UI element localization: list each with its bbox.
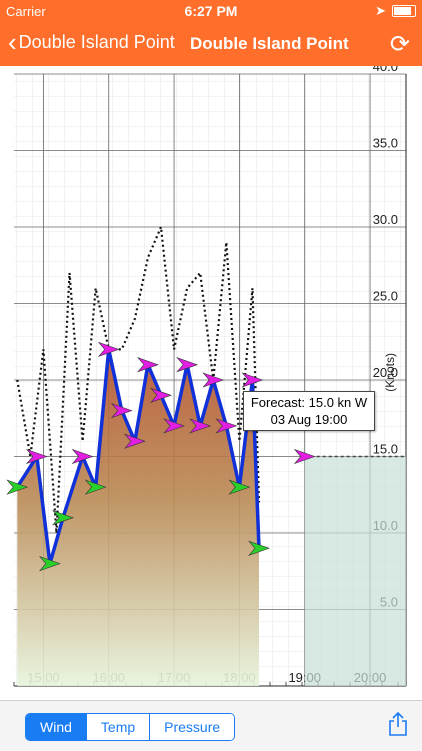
forecast-area [304,456,406,686]
wind-direction-arrow [110,402,133,419]
wind-direction-arrow [202,372,225,388]
wind-direction-arrow [6,479,29,495]
metric-segmented-control: Wind Temp Pressure [25,713,236,741]
battery-icon [392,5,416,17]
wind-direction-arrow [241,372,264,388]
status-bar: Carrier 6:27 PM ➤ [0,0,422,22]
y-axis-label: (Knots) [383,353,397,392]
wind-direction-arrow [215,418,238,434]
wind-direction-arrow [163,418,185,434]
back-button[interactable]: ‹ Double Island Point [8,27,175,57]
forecast-direction-arrow [293,448,316,465]
y-tick-label: 20.0 [373,365,398,380]
chevron-left-icon: ‹ [8,27,17,57]
tooltip-line2: 03 Aug 19:00 [270,412,348,427]
wind-direction-arrow [52,510,74,526]
back-label: Double Island Point [18,31,175,52]
y-tick-label: 30.0 [373,212,398,227]
wind-chart[interactable]: 5.010.015.020.025.030.035.040.015:0016:0… [0,59,422,700]
wind-direction-arrow [123,433,146,449]
tab-pressure[interactable]: Pressure [150,714,235,740]
refresh-icon[interactable]: ⟳ [389,31,410,58]
wind-direction-arrow [25,448,48,465]
wind-direction-arrow [176,357,199,373]
wind-direction-arrow [71,448,94,465]
y-tick-label: 15.0 [373,442,398,457]
share-icon[interactable] [388,711,408,742]
wind-direction-arrow [228,479,251,495]
status-right: ➤ [375,3,416,19]
wind-direction-arrow [189,418,212,434]
clock: 6:27 PM [184,3,238,19]
gust-line [16,222,261,534]
wind-area [17,349,260,686]
forecast-tooltip: Forecast: 15.0 kn W 03 Aug 19:00 [243,391,375,431]
wind-direction-arrow [84,479,107,495]
tab-wind[interactable]: Wind [26,714,87,740]
wind-direction-arrow [150,387,172,403]
location-icon: ➤ [375,3,386,18]
wind-direction-arrow [97,341,120,358]
wind-direction-arrow [248,540,270,556]
chart-svg: 5.010.015.020.025.030.035.040.015:0016:0… [6,59,407,687]
y-tick-label: 35.0 [373,136,398,151]
wind-direction-arrow [136,357,159,373]
navigation-bar: ‹ Double Island Point Double Island Poin… [0,22,422,66]
y-tick-label: 40.0 [373,66,398,74]
page-title: Double Island Point [190,34,349,53]
wind-direction-arrow [38,555,61,572]
carrier-label: Carrier [6,4,46,19]
y-tick-label: 25.0 [373,289,398,304]
tab-temp[interactable]: Temp [86,714,151,740]
bottom-toolbar: Wind Temp Pressure [0,700,422,751]
tooltip-line1: Forecast: 15.0 kn W [250,395,368,410]
